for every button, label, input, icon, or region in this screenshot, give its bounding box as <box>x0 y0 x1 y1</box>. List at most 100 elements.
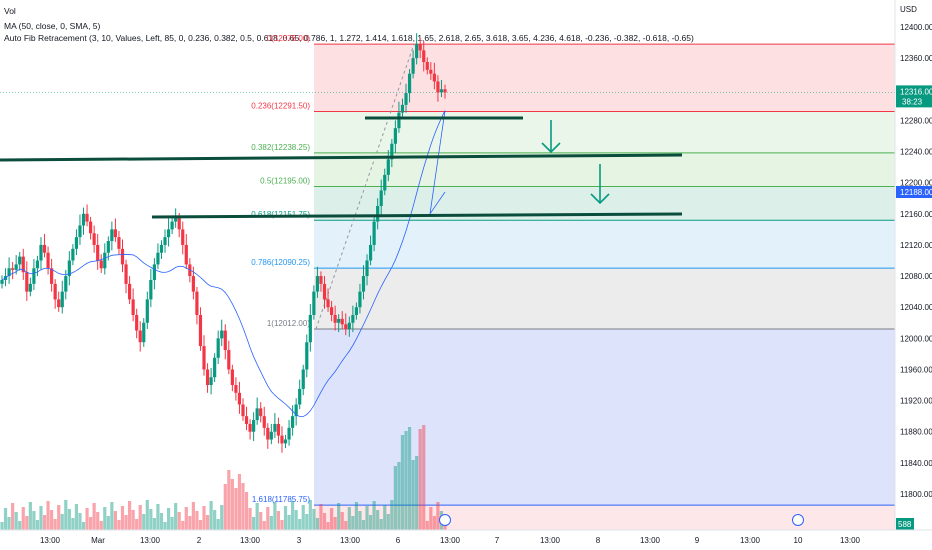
candle-body <box>127 283 132 300</box>
volume-bar <box>209 501 213 530</box>
candle-body <box>237 392 242 405</box>
price-axis[interactable]: 12400.0012360.0012320.0012280.0012240.00… <box>894 0 932 530</box>
candle-body <box>191 276 195 292</box>
support-line-bottom[interactable] <box>151 212 683 219</box>
candle-body <box>280 435 284 444</box>
volume-bar <box>319 504 323 530</box>
volume-bar <box>436 502 440 530</box>
fib-zone-1 <box>314 328 895 506</box>
volume-bar <box>329 508 334 530</box>
candle-body <box>340 318 344 325</box>
candle-body <box>241 404 245 417</box>
candle-body <box>170 221 174 230</box>
candle-body <box>156 252 160 265</box>
ma-legend[interactable]: MA (50, close, 0, SMA, 5) <box>4 21 101 31</box>
support-line-middle[interactable] <box>0 153 683 162</box>
volume-bar <box>255 503 259 530</box>
volume-bar <box>365 506 369 530</box>
volume-bar <box>340 512 344 530</box>
candle-body <box>230 369 234 386</box>
candle-body <box>35 260 40 269</box>
candle-body <box>291 416 295 428</box>
volume-bar <box>344 521 348 530</box>
candle-body <box>273 423 277 432</box>
volume-bar <box>78 513 82 530</box>
candle-body <box>368 244 373 261</box>
fib-label-1: 1(12012.00) <box>267 319 310 328</box>
candle-body <box>411 58 415 74</box>
candle-body <box>117 237 121 249</box>
candle-body <box>255 408 259 421</box>
candle-body <box>266 427 270 440</box>
volume-bar <box>312 509 316 530</box>
volume-bar <box>252 517 256 530</box>
volume-bar <box>234 488 238 530</box>
volume-bar <box>99 521 103 530</box>
volume-bar <box>103 507 107 530</box>
volume-bar <box>96 512 100 530</box>
volume-bar <box>411 460 415 530</box>
candle-body <box>42 244 47 253</box>
volume-bar <box>248 508 252 530</box>
candle-body <box>166 229 171 238</box>
volume-bar <box>315 518 320 530</box>
event-marker-icon[interactable] <box>439 514 451 526</box>
price-tick: 11920.00 <box>900 397 932 406</box>
volume-bar <box>273 502 277 530</box>
candle-body <box>365 260 369 277</box>
candle-body <box>407 73 412 94</box>
price-tick: 12160.00 <box>900 210 932 219</box>
candle-body <box>383 174 387 191</box>
candle-body <box>439 89 444 93</box>
candle-body <box>259 408 263 417</box>
candle-body <box>53 283 57 300</box>
down-arrow-1[interactable] <box>541 120 561 154</box>
volume-bar <box>358 511 362 530</box>
down-arrow-2[interactable] <box>590 164 610 205</box>
volume-bar <box>418 429 422 530</box>
time-axis[interactable]: 13:00 Mar 13:00 2 13:00 3 13:00 6 13:00 7 13:00 8 13… <box>0 514 932 546</box>
candle-body <box>89 221 93 234</box>
fib-legend[interactable]: Auto Fib Retracement (3, 10, Values, Lef… <box>4 33 694 43</box>
volume-bar <box>89 517 93 530</box>
fib-retracement-layer: 0(12378.00) 0.236(12291.50) 0.382(12238.25… <box>0 34 895 530</box>
candle-body <box>443 89 447 93</box>
volume-bar <box>326 522 330 530</box>
price-tick: 12400.00 <box>900 23 932 32</box>
price-tick: 12240.00 <box>900 148 932 157</box>
volume-bar <box>174 503 178 530</box>
fib-label-0: 0(12378.00) <box>267 34 310 43</box>
price-tick: 12080.00 <box>900 272 932 281</box>
candle-body <box>96 244 100 261</box>
volume-bar <box>117 520 121 530</box>
volume-bar <box>39 506 43 530</box>
volume-bar <box>213 510 217 530</box>
candle-body <box>25 272 29 292</box>
volume-bar <box>0 522 4 530</box>
candle-body <box>184 244 188 265</box>
volume-bar <box>393 466 397 530</box>
event-marker-icon[interactable] <box>792 514 804 526</box>
candle-body <box>322 283 327 300</box>
candle-body <box>223 330 227 351</box>
candle-body <box>74 237 79 249</box>
volume-bar <box>18 521 22 530</box>
volume-bar <box>42 515 47 530</box>
candle-body <box>376 206 380 222</box>
fib-label-0.618: 0.618(12151.75) <box>251 210 310 219</box>
volume-bar <box>291 501 295 530</box>
candle-body <box>103 252 107 269</box>
candle-body <box>287 427 291 440</box>
time-tick: 6 <box>396 536 401 545</box>
candle-body <box>50 268 54 284</box>
candle-body <box>124 264 128 284</box>
volume-bar <box>163 522 167 530</box>
volume-bar <box>188 516 192 530</box>
volume-bar <box>25 516 29 530</box>
candle-body <box>312 291 316 315</box>
volume-legend[interactable]: Vol <box>4 6 16 16</box>
fib-zone-0 <box>314 44 895 112</box>
fib-label-0.236: 0.236(12291.50) <box>251 101 310 110</box>
fib-label-0.382: 0.382(12238.25) <box>251 143 310 152</box>
